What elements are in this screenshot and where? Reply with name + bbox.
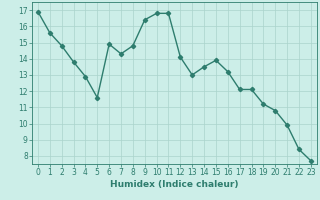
X-axis label: Humidex (Indice chaleur): Humidex (Indice chaleur) [110, 180, 239, 189]
